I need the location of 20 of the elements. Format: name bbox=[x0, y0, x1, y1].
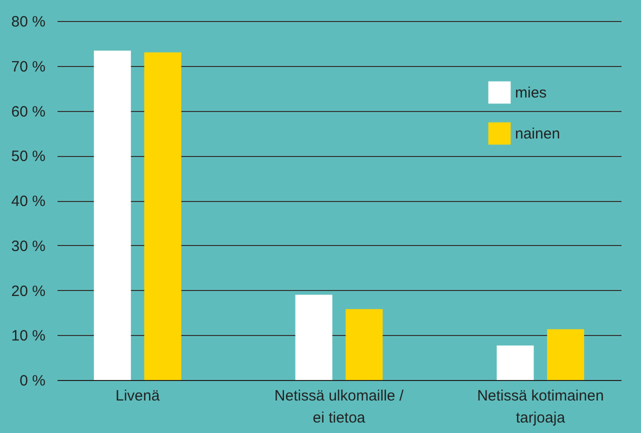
x-tick-label: Netissä kotimainen tarjoaja bbox=[477, 388, 604, 426]
x-tick-label: Netissä ulkomaille / ei tietoa bbox=[274, 388, 404, 426]
y-tick-label: 30 % bbox=[11, 238, 46, 255]
bar bbox=[295, 294, 332, 380]
y-tick-label: 10 % bbox=[11, 328, 46, 345]
y-tick-label: 70 % bbox=[11, 58, 46, 76]
bar bbox=[547, 329, 584, 380]
bar bbox=[496, 345, 534, 380]
y-tick-label: 50 % bbox=[11, 148, 46, 166]
y-tick-label: 0 % bbox=[20, 372, 46, 390]
legend-label: mies bbox=[515, 84, 547, 102]
y-tick-label: 80 % bbox=[11, 14, 46, 30]
y-tick-label: 20 % bbox=[11, 282, 46, 300]
y-tick-label: 40 % bbox=[11, 193, 46, 210]
bar bbox=[346, 309, 383, 380]
bar bbox=[94, 50, 131, 380]
legend-label: nainen bbox=[515, 126, 560, 142]
x-tick-label: Livenä bbox=[115, 388, 160, 404]
bar bbox=[144, 52, 182, 380]
y-tick-label: 60 % bbox=[11, 103, 46, 120]
